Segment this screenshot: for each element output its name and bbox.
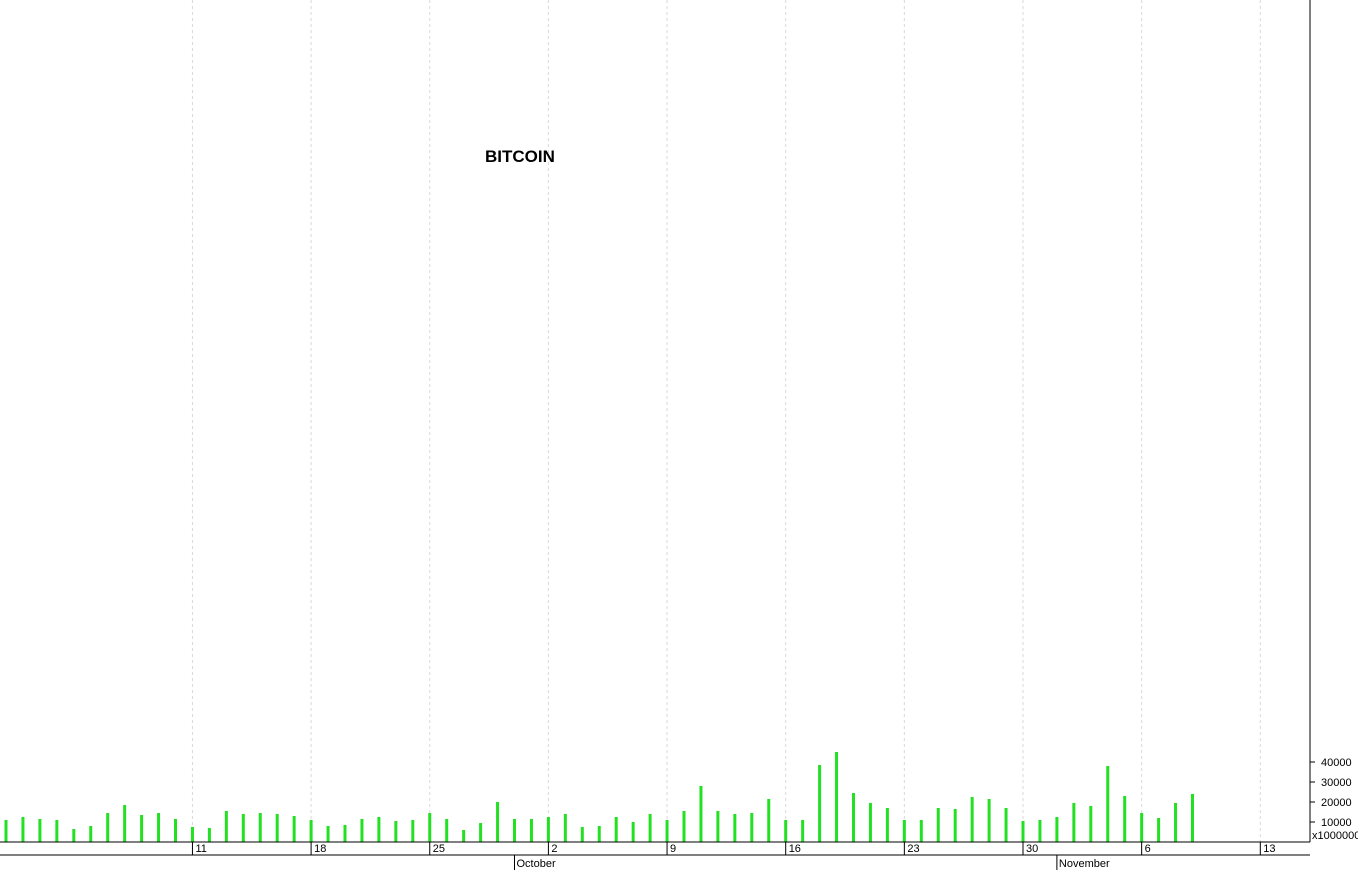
date-tick-label: 23 — [907, 843, 919, 855]
date-tick-label: 9 — [670, 843, 676, 855]
volume-multiplier-label: x1000000 — [1312, 830, 1358, 842]
volume-tick-label: 30000 — [1321, 777, 1352, 789]
date-tick-label: 18 — [314, 843, 326, 855]
date-tick-label: 6 — [1145, 843, 1151, 855]
volume-layer — [4, 752, 1194, 842]
date-tick-label: 16 — [789, 843, 801, 855]
volume-tick-label: 40000 — [1321, 757, 1352, 769]
labels-layer: 111825October29162330November61320240002… — [195, 757, 1358, 870]
date-tick-label: 13 — [1263, 843, 1275, 855]
axes-layer — [0, 0, 1311, 856]
month-label: October — [517, 858, 556, 870]
volume-tick-label: 20000 — [1321, 797, 1352, 809]
date-tick-label: 11 — [195, 843, 206, 855]
grid-layer — [191, 0, 1315, 870]
date-tick-label: 30 — [1026, 843, 1038, 855]
volume-tick-label: 10000 — [1321, 817, 1352, 829]
chart-title: BITCOIN — [485, 147, 555, 166]
month-label: November — [1059, 858, 1110, 870]
date-tick-label: 25 — [433, 843, 445, 855]
date-tick-label: 2 — [551, 843, 557, 855]
